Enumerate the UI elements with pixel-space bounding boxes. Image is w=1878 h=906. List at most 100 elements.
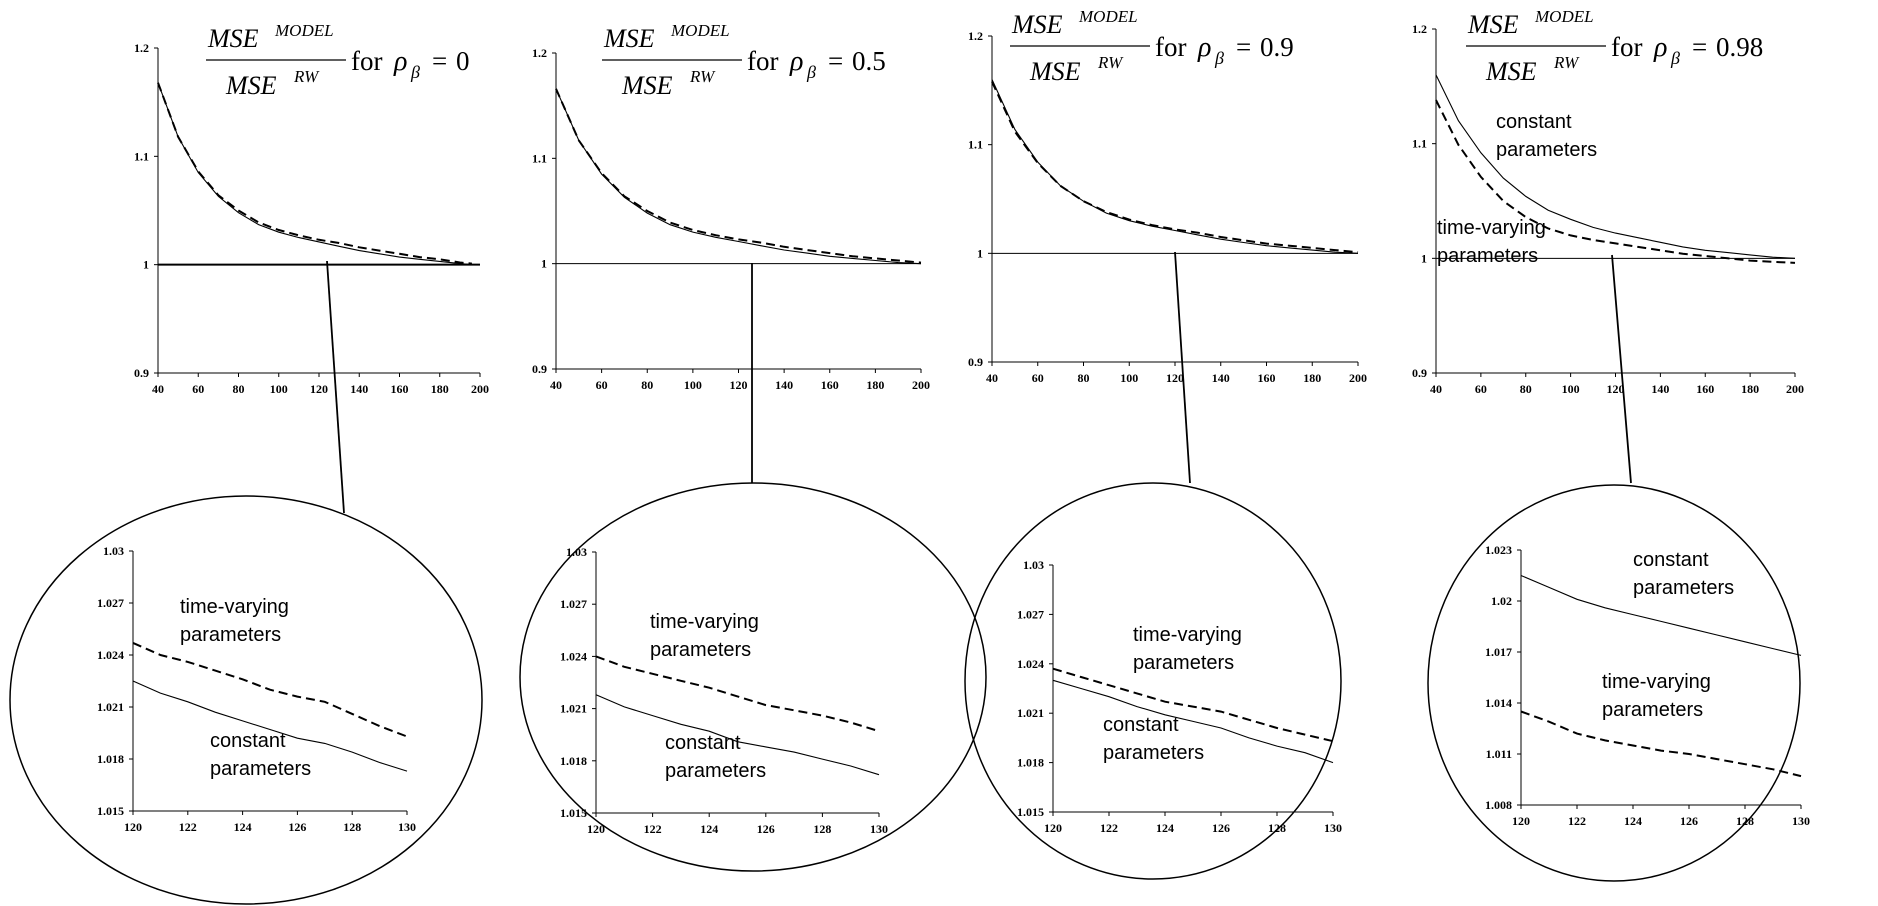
- main-y-tick-label: 1: [1421, 251, 1427, 265]
- title-for: for: [747, 46, 778, 76]
- main-y-tick-label: 1.2: [134, 41, 149, 55]
- main-y-tick-label: 1: [977, 246, 983, 260]
- main-solid-line: [555, 88, 922, 265]
- title-model-superscript: MODEL: [1078, 7, 1138, 26]
- title-equals: =: [432, 46, 447, 76]
- main-x-tick-label: 80: [1078, 371, 1090, 385]
- title-beta: β: [410, 62, 420, 82]
- main-solid-line: [991, 79, 1359, 254]
- title-rw-superscript: RW: [1553, 53, 1580, 72]
- title-rw-superscript: RW: [293, 67, 320, 86]
- main-y-tick-label: 1: [541, 257, 547, 271]
- main-y-tick-label: 1.1: [532, 151, 547, 165]
- main-x-tick-label: 160: [1696, 382, 1714, 396]
- zoom-ellipse: [964, 482, 1342, 880]
- inset-x-tick-label: 130: [398, 820, 416, 834]
- inset-y-tick-label: 1.015: [97, 804, 124, 818]
- title-numerator: MSE: [1467, 10, 1519, 39]
- main-x-tick-label: 180: [1741, 382, 1759, 396]
- main-x-tick-label: 40: [550, 378, 562, 392]
- main-x-tick-label: 60: [1032, 371, 1044, 385]
- main-x-tick-label: 40: [152, 382, 164, 396]
- main-x-tick-label: 100: [684, 378, 702, 392]
- inset-x-tick-label: 128: [1268, 821, 1286, 835]
- inset-x-tick-label: 120: [587, 822, 605, 836]
- main-x-tick-label: 140: [1651, 382, 1669, 396]
- main-y-tick-label: 0.9: [968, 355, 983, 369]
- inset-y-tick-label: 1.011: [1486, 747, 1512, 761]
- main-x-tick-label: 60: [596, 378, 608, 392]
- title-rho: ρ: [789, 46, 803, 77]
- main-x-tick-label: 60: [192, 382, 204, 396]
- title-rho: ρ: [393, 46, 407, 77]
- inset-series-label-line: parameters: [180, 624, 281, 646]
- title-rho-value: 0.5: [852, 46, 886, 76]
- main-x-tick-label: 200: [1349, 371, 1367, 385]
- inset-x-tick-label: 126: [288, 820, 306, 834]
- inset-series-label-line: parameters: [1633, 577, 1734, 599]
- zoom-ellipse: [1427, 484, 1801, 882]
- main-series-label-line: parameters: [1437, 245, 1538, 267]
- main-y-tick-label: 0.9: [1412, 366, 1427, 380]
- inset-x-tick-label: 122: [179, 820, 197, 834]
- inset-y-tick-label: 1.021: [1017, 706, 1044, 720]
- title-model-superscript: MODEL: [274, 21, 334, 40]
- inset-series-label-line: time-varying: [650, 611, 759, 633]
- title-numerator: MSE: [207, 24, 259, 53]
- main-dashed-line: [1435, 99, 1796, 264]
- main-y-tick-label: 1.2: [1412, 22, 1427, 36]
- panel-1: MSE MODEL MSE RW for ρ β = 0 0.9 1 1.1 1.2 40 60 80 100 1…: [9, 21, 489, 905]
- title-numerator: MSE: [603, 24, 655, 53]
- inset-y-tick-label: 1.021: [560, 702, 587, 716]
- inset-x-tick-label: 124: [1624, 814, 1642, 828]
- title-rw-superscript: RW: [689, 67, 716, 86]
- main-x-tick-label: 180: [866, 378, 884, 392]
- inset-y-tick-label: 1.03: [103, 544, 124, 558]
- inset-y-tick-label: 1.014: [1485, 696, 1512, 710]
- inset-y-tick-label: 1.018: [97, 752, 124, 766]
- title-denominator: MSE: [225, 71, 277, 100]
- main-x-tick-label: 100: [1120, 371, 1138, 385]
- main-x-tick-label: 180: [1303, 371, 1321, 385]
- inset-series-label-line: parameters: [665, 760, 766, 782]
- title-beta: β: [1670, 48, 1680, 68]
- inset-solid-line: [595, 694, 880, 776]
- inset-x-tick-label: 122: [1568, 814, 1586, 828]
- inset-series-label-line: parameters: [1103, 742, 1204, 764]
- panel-3: MSE MODEL MSE RW for ρ β = 0.9 0.9 1 1.1 1.2 40 60 80 10…: [964, 7, 1367, 880]
- inset-series-label-line: parameters: [650, 639, 751, 661]
- main-dashed-line: [991, 81, 1359, 254]
- main-x-tick-label: 100: [1562, 382, 1580, 396]
- title-numerator: MSE: [1011, 10, 1063, 39]
- inset-x-tick-label: 128: [343, 820, 361, 834]
- inset-series-label-line: parameters: [210, 758, 311, 780]
- inset-series-label-line: constant: [665, 732, 741, 754]
- main-x-tick-label: 120: [1607, 382, 1625, 396]
- zoom-ellipse: [9, 495, 483, 905]
- inset-x-tick-label: 124: [234, 820, 252, 834]
- main-series-label: time-varying parameters: [1437, 217, 1546, 267]
- title-model-superscript: MODEL: [670, 21, 730, 40]
- inset-x-tick-label: 130: [870, 822, 888, 836]
- inset-series-label-line: parameters: [1602, 699, 1703, 721]
- title-model-superscript: MODEL: [1534, 7, 1594, 26]
- main-y-tick-label: 1.1: [134, 149, 149, 163]
- inset-series-label-line: constant: [1103, 714, 1179, 736]
- title-rho-value: 0: [456, 46, 470, 76]
- main-series-label-line: time-varying: [1437, 217, 1546, 239]
- inset-x-tick-label: 120: [1044, 821, 1062, 835]
- inset-y-tick-label: 1.008: [1485, 798, 1512, 812]
- main-y-tick-label: 1.1: [968, 138, 983, 152]
- main-dashed-line: [555, 88, 922, 264]
- inset-x-tick-label: 126: [1680, 814, 1698, 828]
- inset-x-tick-label: 124: [700, 822, 718, 836]
- title-rho: ρ: [1653, 32, 1667, 63]
- main-x-tick-label: 200: [471, 382, 489, 396]
- inset-series-label: time-varying parameters: [1602, 671, 1711, 721]
- inset-y-tick-label: 1.03: [566, 545, 587, 559]
- main-x-tick-label: 40: [1430, 382, 1442, 396]
- inset-series-label: time-varying parameters: [1133, 624, 1242, 674]
- inset-dashed-line: [132, 641, 408, 738]
